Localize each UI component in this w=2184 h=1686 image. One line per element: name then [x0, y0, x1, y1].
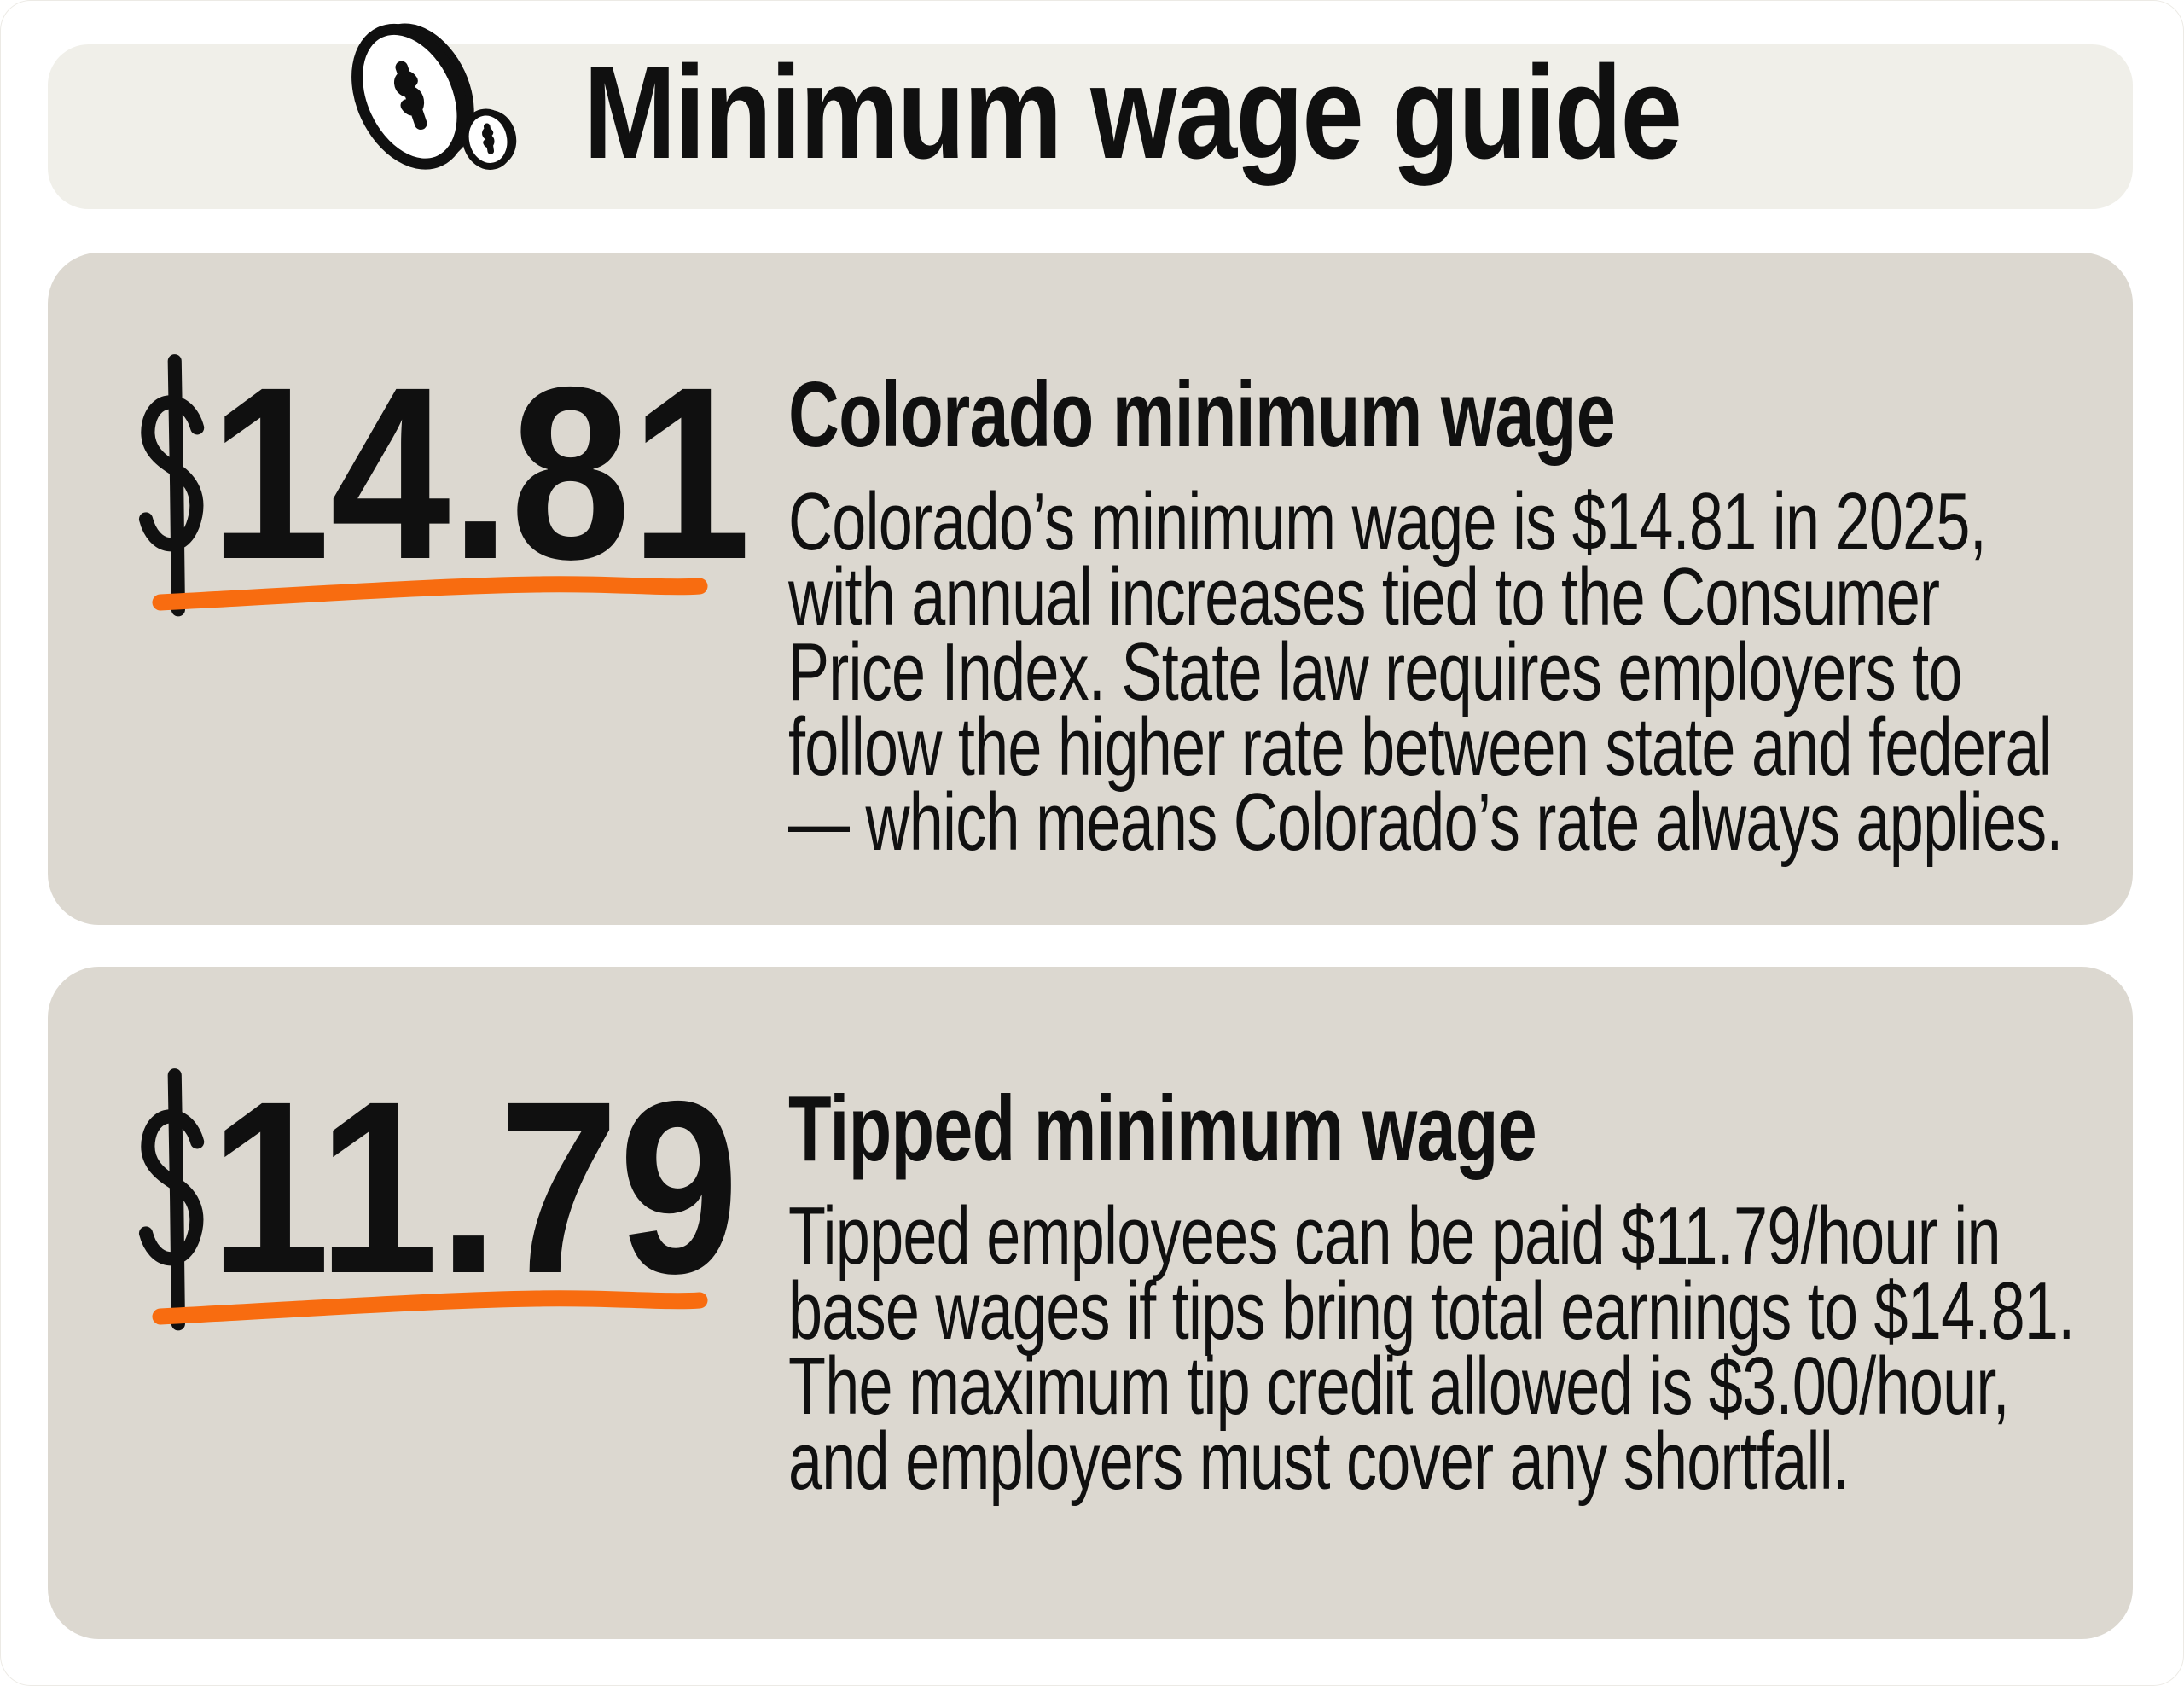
body-line: follow the higher rate between state and…: [788, 701, 2053, 793]
card-body: Tipped employees can be paid $11.79/hour…: [788, 1190, 2184, 1507]
card-heading: Colorado minimum wage: [788, 363, 1616, 467]
body-line: with annual increases tied to the Consum…: [788, 551, 1940, 642]
body-line: Price Index. State law requires employer…: [788, 626, 1962, 718]
orange-underline-icon: [152, 1290, 708, 1325]
small-coin-icon: [462, 108, 517, 170]
body-line: — which means Colorado’s rate always app…: [788, 776, 2063, 868]
card-colorado-minimum-wage: $ 14.81 Colorado minimum wage Colorado’s…: [48, 253, 2133, 925]
orange-underline-icon: [152, 576, 708, 611]
body-line: base wages if tips bring total earnings …: [788, 1265, 2075, 1357]
card-body: Colorado’s minimum wage is $14.81 in 202…: [788, 476, 2184, 868]
card-heading: Tipped minimum wage: [788, 1077, 1537, 1181]
amount-value: 14.81: [210, 336, 752, 611]
amount-value: 11.79: [210, 1050, 740, 1325]
page-title: Minimum wage guide: [584, 38, 1682, 186]
body-line: Tipped employees can be paid $11.79/hour…: [788, 1190, 2001, 1282]
header-bar: Minimum wage guide: [48, 23, 2133, 209]
card-tipped-minimum-wage: $ 11.79 Tipped minimum wage Tipped emplo…: [48, 967, 2133, 1639]
large-coin-icon: [351, 23, 474, 170]
body-line: and employers must cover any shortfall.: [788, 1416, 1850, 1507]
body-line: The maximum tip credit allowed is $3.00/…: [788, 1340, 2010, 1432]
dollar-coins-icon: [351, 23, 517, 170]
body-line: Colorado’s minimum wage is $14.81 in 202…: [788, 476, 1987, 567]
